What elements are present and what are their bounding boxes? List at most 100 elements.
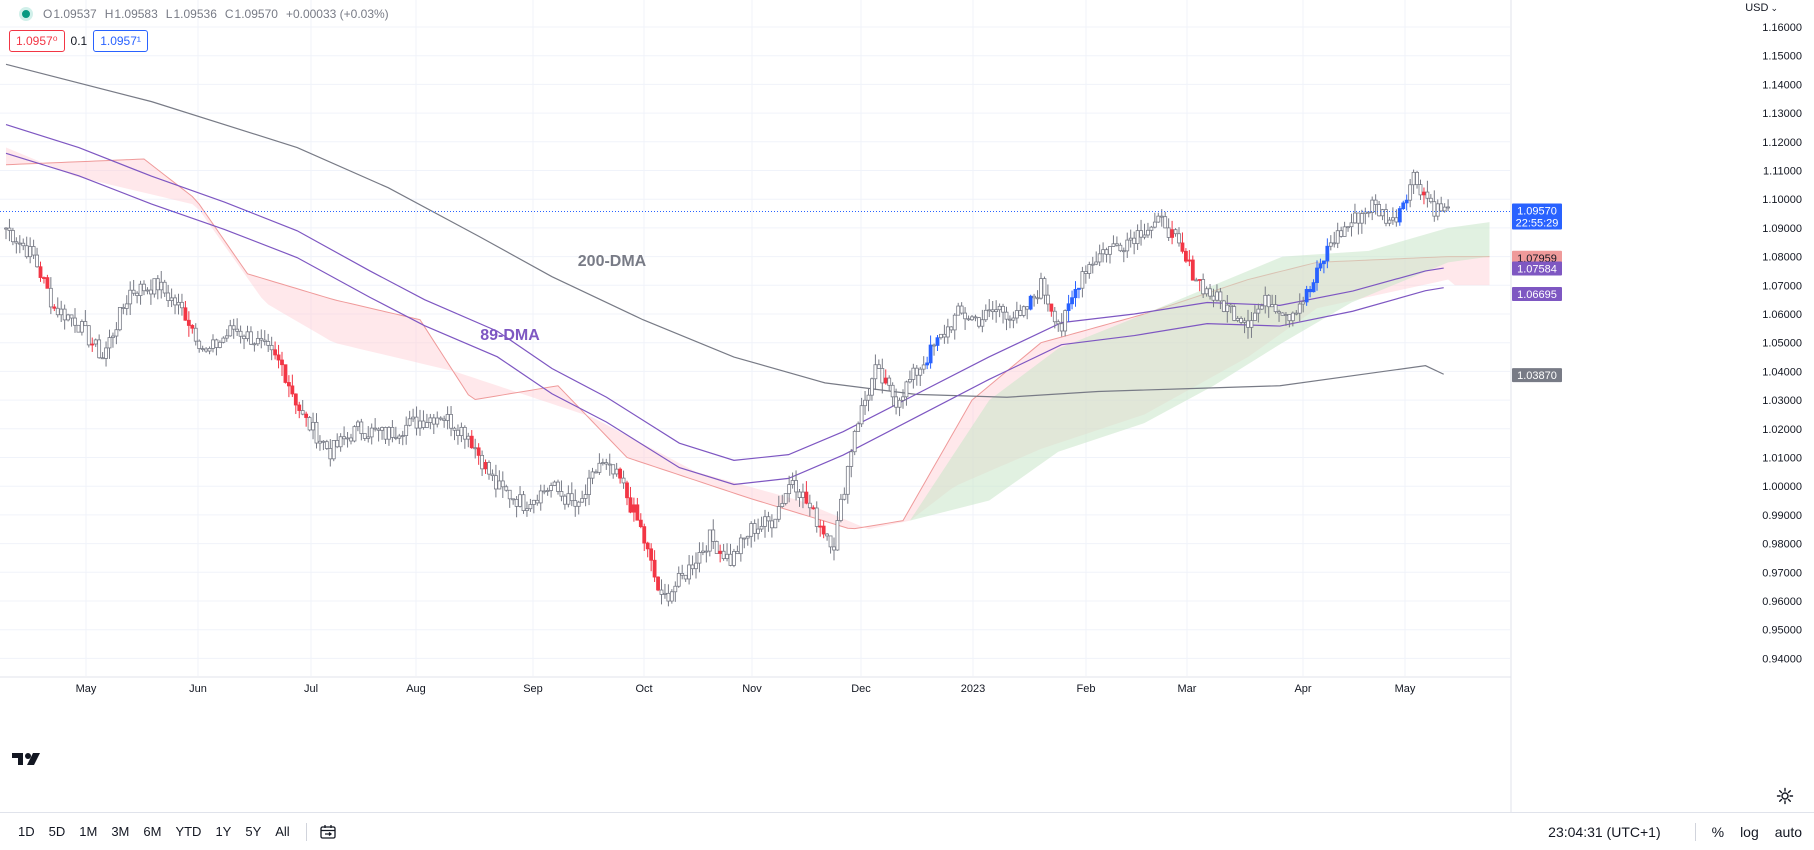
log-scale-toggle[interactable]: log xyxy=(1740,823,1759,840)
candle-down xyxy=(373,427,378,430)
period-all-button[interactable]: All xyxy=(275,824,290,839)
candle-down xyxy=(21,242,26,247)
candle-down xyxy=(942,333,947,338)
low-label: L xyxy=(165,7,173,21)
candle-down xyxy=(625,482,629,499)
candle-up xyxy=(380,427,384,431)
candle-up xyxy=(897,399,902,408)
candle-down xyxy=(300,410,305,415)
candle-up xyxy=(566,493,571,505)
candle-down xyxy=(359,421,364,434)
y-tick-label: 0.94000 xyxy=(1762,653,1802,665)
x-tick-label: Dec xyxy=(851,683,871,695)
x-tick-label: May xyxy=(76,683,97,695)
candle-up xyxy=(369,427,374,438)
candle-up xyxy=(776,506,781,520)
candle-up xyxy=(1170,229,1174,238)
candle-up xyxy=(1111,243,1116,247)
candle-down xyxy=(949,326,954,331)
candle-down xyxy=(504,486,509,491)
candle-up xyxy=(911,367,916,380)
high-value: 1.09583 xyxy=(114,7,158,21)
candle-down xyxy=(652,559,657,578)
dma-200-line xyxy=(5,63,1444,398)
candle-up xyxy=(1135,230,1140,245)
candle-up xyxy=(252,343,257,346)
currency-selector[interactable]: USD ⌄ xyxy=(1745,2,1778,14)
period-6m-button[interactable]: 6M xyxy=(143,824,162,839)
period-3m-button[interactable]: 3M xyxy=(111,824,130,839)
period-ytd-button[interactable]: YTD xyxy=(175,824,202,839)
candle-up xyxy=(114,329,119,337)
candle-down xyxy=(1177,233,1181,244)
candle-down xyxy=(656,576,660,591)
candle-down xyxy=(276,354,281,361)
period-5y-button[interactable]: 5Y xyxy=(245,824,262,839)
tradingview-logo-icon[interactable] xyxy=(12,750,42,768)
period-1d-button[interactable]: 1D xyxy=(18,824,35,839)
candle-down xyxy=(1159,215,1164,218)
period-5d-button[interactable]: 5D xyxy=(48,824,66,839)
candle-up xyxy=(117,307,122,331)
candle-down xyxy=(752,523,757,534)
candle-up xyxy=(1021,306,1026,316)
candle-up xyxy=(1270,304,1275,308)
price-chart[interactable]: 200-DMA 89-DMA 1.16000 1.15000 1.14000 1.130… xyxy=(0,0,1814,812)
candle-down xyxy=(190,325,195,329)
candle-down xyxy=(1246,320,1250,328)
candle-up xyxy=(749,523,754,537)
candle-down xyxy=(376,428,381,431)
go-to-date-icon[interactable] xyxy=(319,823,337,841)
candle-down xyxy=(1059,323,1064,332)
y-tick-label: 1.05000 xyxy=(1762,338,1802,350)
candle-down xyxy=(335,440,340,448)
candle-down xyxy=(490,473,495,477)
candle-up xyxy=(839,498,843,521)
candle-down xyxy=(135,292,140,296)
candle-up xyxy=(694,562,698,570)
candle-down xyxy=(242,335,246,340)
candle-down xyxy=(269,344,274,351)
period-1y-button[interactable]: 1Y xyxy=(215,824,232,839)
candle-up xyxy=(801,491,805,498)
candle-up xyxy=(400,435,405,438)
candle-up xyxy=(331,440,336,460)
candle-up xyxy=(1073,288,1078,299)
candle-up xyxy=(1215,291,1219,301)
candle-up xyxy=(228,325,233,337)
candle-down xyxy=(442,418,447,421)
candle-up xyxy=(538,490,543,504)
candle-up xyxy=(883,377,888,384)
timezone-clock[interactable]: 23:04:31 (UTC+1) xyxy=(1548,823,1661,840)
candle-down xyxy=(307,417,312,431)
candle-up xyxy=(1422,191,1426,196)
y-tick-label: 1.13000 xyxy=(1762,108,1802,120)
settings-gear-icon[interactable] xyxy=(1776,787,1794,805)
candle-down xyxy=(990,309,995,313)
candle-up xyxy=(1194,279,1199,282)
candle-down xyxy=(1228,304,1233,308)
candle-down xyxy=(1432,201,1437,217)
buy-button[interactable]: 1.0957¹ xyxy=(93,30,148,52)
period-1m-button[interactable]: 1M xyxy=(79,824,98,839)
annotation-200-dma: 200-DMA xyxy=(578,253,647,270)
sell-button[interactable]: 1.0957⁰ xyxy=(9,30,65,52)
auto-scale-toggle[interactable]: auto xyxy=(1774,823,1802,840)
candle-down xyxy=(977,317,981,327)
candle-down xyxy=(45,277,50,289)
candle-down xyxy=(1139,230,1143,238)
candle-down xyxy=(48,287,53,308)
candle-up xyxy=(224,335,229,339)
percent-scale-toggle[interactable]: % xyxy=(1711,823,1725,840)
market-status-icon xyxy=(19,7,33,21)
axes[interactable]: 1.16000 1.15000 1.14000 1.13000 1.12000 1.110… xyxy=(0,0,1802,812)
candle-up xyxy=(28,246,33,258)
candle-down xyxy=(621,477,626,484)
candle-up xyxy=(459,426,464,437)
candle-down xyxy=(431,417,436,425)
candle-down xyxy=(973,316,978,319)
candle-up xyxy=(404,424,409,437)
candle-up xyxy=(1146,229,1150,236)
candle-down xyxy=(804,491,809,504)
